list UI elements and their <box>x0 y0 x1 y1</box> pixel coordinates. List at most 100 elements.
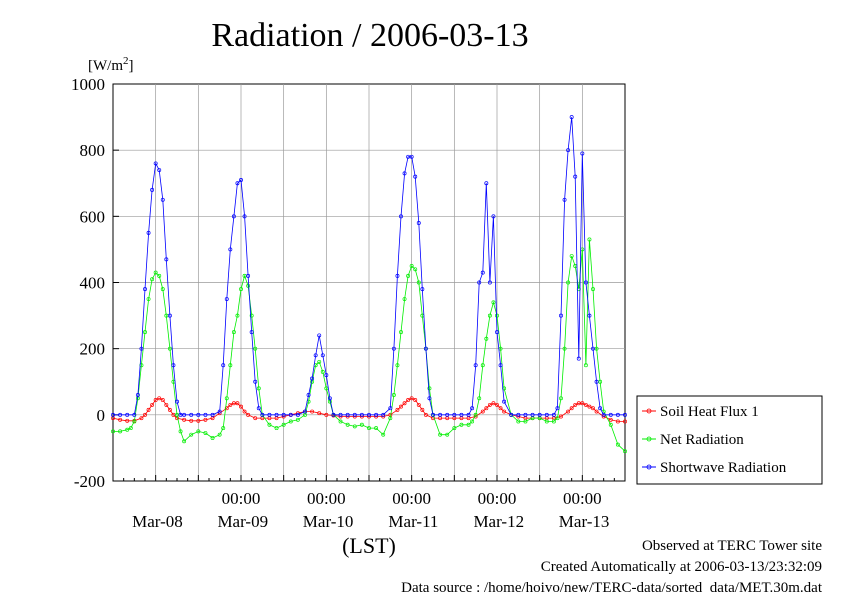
data-point <box>249 330 254 335</box>
footer-created: Created Automatically at 2006-03-13/23:3… <box>541 559 822 575</box>
data-point <box>118 412 123 417</box>
series-line <box>113 117 625 416</box>
data-point <box>587 404 592 409</box>
data-point <box>320 369 325 374</box>
data-point <box>303 409 307 414</box>
data-point <box>601 412 606 417</box>
data-point <box>551 419 556 424</box>
data-point <box>242 409 247 414</box>
data-point <box>132 412 137 417</box>
data-point <box>242 273 247 278</box>
data-point <box>445 412 450 417</box>
data-point <box>317 411 322 416</box>
data-point <box>150 402 155 407</box>
x-time-tick-label: 00:00 <box>307 489 346 508</box>
data-point <box>231 330 236 335</box>
data-point <box>391 346 396 351</box>
y-tick-label: 400 <box>80 274 106 293</box>
data-point <box>367 426 371 431</box>
y-tick-label: 0 <box>97 406 106 425</box>
data-point <box>203 412 208 417</box>
data-point <box>409 154 414 159</box>
data-point <box>281 422 286 427</box>
data-point <box>160 397 165 402</box>
data-point <box>196 418 201 423</box>
data-point <box>224 396 229 401</box>
data-point <box>413 174 418 179</box>
data-point <box>288 412 293 417</box>
y-axis-label-close: ] <box>129 58 134 74</box>
data-point <box>516 419 521 424</box>
series-line <box>113 239 626 452</box>
legend-box <box>636 395 823 485</box>
data-point <box>331 412 336 417</box>
x-date-label: Mar-08 <box>132 512 183 531</box>
data-point <box>182 412 187 417</box>
data-point <box>143 330 147 335</box>
data-point <box>608 412 613 417</box>
legend-marker <box>646 436 652 442</box>
x-date-label: Mar-10 <box>303 512 354 531</box>
data-point <box>416 402 421 407</box>
data-point <box>409 264 414 268</box>
data-point <box>615 442 620 447</box>
data-point <box>495 402 499 407</box>
legend-marker <box>646 408 652 414</box>
data-point <box>562 346 567 351</box>
x-axis-label: (LST) <box>342 533 396 558</box>
data-point <box>388 416 393 421</box>
chart-title: Radiation / 2006-03-13 <box>211 17 528 54</box>
data-point <box>423 412 428 417</box>
data-point <box>509 412 514 417</box>
data-point <box>157 168 162 172</box>
data-point <box>167 407 172 412</box>
data-point <box>267 422 272 427</box>
data-point <box>143 412 147 417</box>
data-point <box>573 174 578 179</box>
data-point <box>416 280 421 285</box>
data-point <box>523 419 528 424</box>
data-point <box>231 401 236 406</box>
data-point <box>623 449 627 454</box>
data-point <box>594 409 599 414</box>
data-point <box>423 346 428 351</box>
data-point <box>182 417 187 422</box>
data-point <box>260 412 265 417</box>
data-point <box>246 412 251 417</box>
data-point <box>473 412 478 417</box>
data-point <box>210 412 215 417</box>
data-point <box>228 402 233 407</box>
data-point <box>438 432 443 437</box>
data-point <box>320 353 325 358</box>
x-date-label: Mar-09 <box>217 512 268 531</box>
data-point <box>374 412 379 417</box>
data-point <box>295 417 300 422</box>
data-point <box>217 409 222 414</box>
data-point <box>221 426 226 431</box>
data-point <box>559 396 563 401</box>
data-point <box>153 161 158 166</box>
x-time-tick-label: 00:00 <box>563 489 602 508</box>
data-point <box>416 220 421 225</box>
data-point <box>544 419 549 424</box>
data-point <box>359 422 364 427</box>
data-point <box>324 412 329 417</box>
data-point <box>324 386 329 391</box>
data-point <box>235 401 240 406</box>
data-point <box>498 363 503 368</box>
x-date-label: Mar-13 <box>559 512 610 531</box>
data-point <box>338 419 343 424</box>
data-point <box>381 432 386 437</box>
data-point <box>395 407 400 412</box>
data-point <box>228 363 233 368</box>
data-point <box>352 424 357 429</box>
data-point <box>253 346 258 351</box>
data-point <box>239 177 243 182</box>
data-point <box>487 402 492 407</box>
data-point <box>491 401 496 406</box>
data-point <box>623 412 627 417</box>
data-point <box>484 181 489 186</box>
data-point <box>164 402 169 407</box>
data-point <box>473 363 478 368</box>
data-point <box>157 396 162 401</box>
